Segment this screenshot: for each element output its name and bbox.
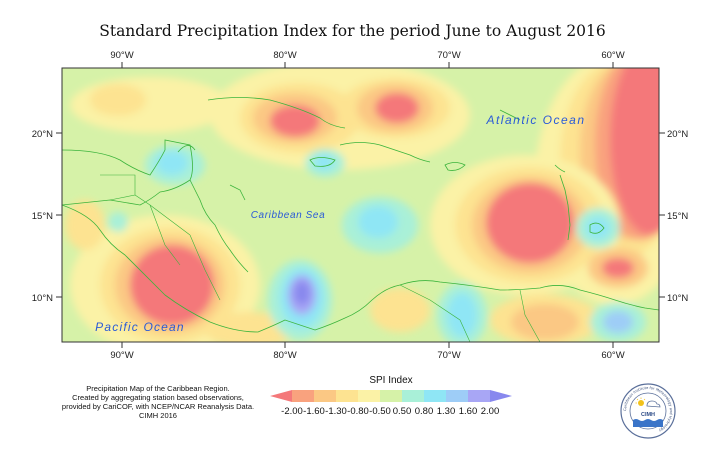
- lon-label-top-80w: 80°W: [273, 50, 296, 61]
- spi-legend: SPI Index -2.00 -1.60 -1.30 -0.80 -0.50 0.50 0…: [270, 375, 512, 417]
- legend-swatch: [314, 390, 337, 402]
- legend-swatch: [380, 390, 403, 402]
- caption-line: CIMH 2016: [139, 411, 177, 420]
- legend-tick-label: -2.00: [281, 406, 303, 417]
- legend-colorbar: [270, 390, 512, 402]
- caption-line: Precipitation Map of the Caribbean Regio…: [86, 384, 230, 393]
- label-atlantic-ocean: Atlantic Ocean: [485, 113, 585, 127]
- lat-label-left-15n: 15°N: [32, 211, 53, 222]
- lon-label-bottom-90w: 90°W: [110, 350, 133, 361]
- lat-label-right-20n: 20°N: [667, 129, 688, 140]
- lon-label-bottom-60w: 60°W: [601, 350, 624, 361]
- lon-label-top-70w: 70°W: [437, 50, 460, 61]
- legend-tick-label: 1.30: [437, 406, 456, 417]
- sun-icon: [638, 400, 644, 406]
- legend-tick-label: -0.80: [347, 406, 369, 417]
- caption-line: provided by CariCOF, with NCEP/NCAR Rean…: [61, 402, 255, 411]
- legend-swatch: [446, 390, 469, 402]
- legend-tick-label: 2.00: [481, 406, 500, 417]
- waves-icon: [633, 419, 663, 427]
- lon-label-top-90w: 90°W: [110, 50, 133, 61]
- legend-title: SPI Index: [369, 375, 412, 386]
- lat-label-left-10n: 10°N: [32, 293, 53, 304]
- legend-swatch: [270, 390, 292, 402]
- legend-tick-label: -1.30: [325, 406, 347, 417]
- legend-tick-label: 1.60: [459, 406, 478, 417]
- precipitation-field: [62, 68, 659, 342]
- lon-label-bottom-70w: 70°W: [437, 350, 460, 361]
- borders: [100, 174, 541, 342]
- legend-swatch: [402, 390, 425, 402]
- legend-tick-label: 0.50: [393, 406, 412, 417]
- logo-text: CIMH: [641, 412, 655, 418]
- lon-label-top-60w: 60°W: [601, 50, 624, 61]
- lon-label-bottom-80w: 80°W: [273, 350, 296, 361]
- label-caribbean-sea: Caribbean Sea: [251, 210, 326, 221]
- legend-swatch: [424, 390, 447, 402]
- cloud-icon: [646, 400, 661, 408]
- legend-tick-label: 0.80: [415, 406, 434, 417]
- map-frame: [61, 67, 660, 343]
- map-ticks: [56, 62, 665, 348]
- cimh-logo: Caribbean Institute for Meteorology and …: [620, 383, 676, 439]
- lat-label-right-10n: 10°N: [667, 293, 688, 304]
- legend-swatch: [292, 390, 315, 402]
- map-title: Standard Precipitation Index for the per…: [99, 22, 606, 40]
- caption-line: Created by aggregating station based obs…: [72, 393, 244, 402]
- lat-label-left-20n: 20°N: [32, 129, 53, 140]
- coastlines: [62, 97, 659, 333]
- legend-swatch: [358, 390, 381, 402]
- legend-swatch: [490, 390, 512, 402]
- legend-tick-labels: -2.00 -1.60 -1.30 -0.80 -0.50 0.50 0.80 1.30 1.6…: [281, 406, 499, 417]
- label-pacific-ocean: Pacific Ocean: [95, 320, 185, 334]
- legend-swatch: [468, 390, 491, 402]
- legend-swatch: [336, 390, 359, 402]
- lat-label-right-15n: 15°N: [667, 211, 688, 222]
- legend-tick-label: -1.60: [303, 406, 325, 417]
- map-caption: Precipitation Map of the Caribbean Regio…: [58, 384, 258, 420]
- sun-rays-icon: [635, 397, 646, 404]
- legend-tick-label: -0.50: [369, 406, 391, 417]
